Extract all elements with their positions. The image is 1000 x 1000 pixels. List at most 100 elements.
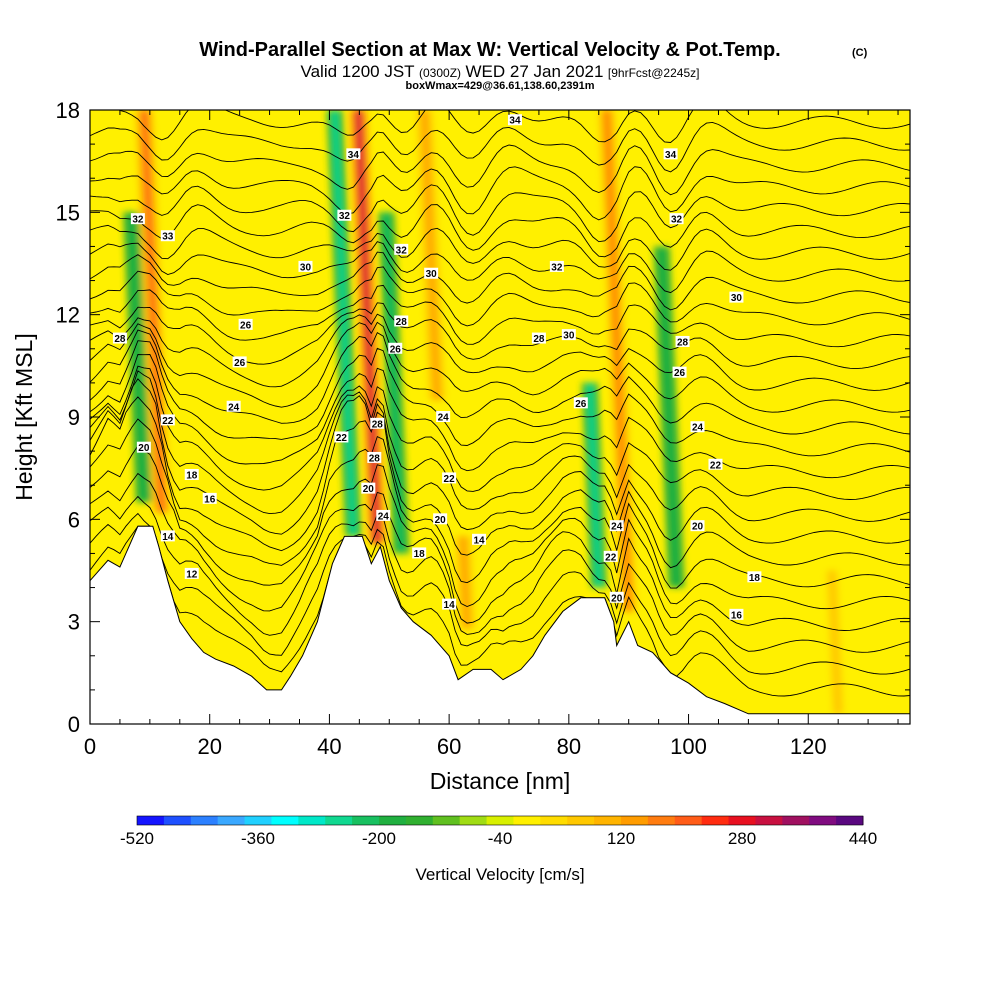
- contour-label-text: 30: [426, 269, 438, 280]
- contour-label-text: 30: [731, 293, 743, 304]
- contour-label-text: 20: [363, 484, 375, 495]
- contour-label-box: [729, 608, 744, 620]
- contour-label-text: 14: [162, 532, 174, 543]
- contour-label-box: [472, 533, 487, 545]
- contour-label-box: [669, 213, 684, 225]
- contour-label-box: [531, 332, 546, 344]
- updraft-band: [135, 110, 171, 513]
- contour-label-text: 14: [473, 535, 485, 546]
- chart-title: Wind-Parallel Section at Max W: Vertical…: [199, 39, 780, 61]
- contour-label-text: 22: [162, 416, 174, 427]
- contour-label: 14: [160, 530, 175, 543]
- contour-label-box: [675, 335, 690, 347]
- x-tick-label: 20: [197, 734, 221, 759]
- contour-label-text: 32: [132, 215, 144, 226]
- contour-label: 26: [238, 318, 253, 331]
- colorbar-swatch: [459, 816, 488, 825]
- contour-label-box: [226, 400, 241, 412]
- contour-label: 30: [729, 291, 744, 304]
- colorbar-tick-label: 440: [849, 829, 877, 848]
- colorbar-swatch: [567, 816, 595, 825]
- contour-label-text: 20: [435, 515, 447, 526]
- contour-label-text: 24: [378, 511, 390, 522]
- contour-label-text: 26: [240, 320, 252, 331]
- contour-label: 24: [376, 509, 391, 522]
- downdraft-band: [378, 212, 410, 554]
- contour-label: 34: [346, 148, 361, 161]
- contour-label-text: 24: [438, 413, 450, 424]
- contour-label-box: [442, 598, 457, 610]
- contour-label-box: [394, 243, 409, 255]
- contour-label: 24: [436, 411, 451, 424]
- theta-contour-line: [90, 354, 910, 479]
- contour-label-box: [573, 397, 588, 409]
- plot-area: 32 33 28 22 20 18 16 14 12 26 26 24 30 34 32 22 28 28 20 24…: [90, 110, 910, 724]
- velocity-band-strip: [830, 570, 840, 714]
- contour-label: 28: [367, 451, 382, 464]
- contour-label-box: [609, 591, 624, 603]
- velocity-band-strip: [142, 110, 164, 513]
- colorbar-swatch: [621, 816, 649, 825]
- velocity-band-strip: [128, 212, 147, 503]
- colorbar-swatch: [782, 816, 810, 825]
- contour-label-text: 32: [551, 262, 563, 273]
- contour-label: 30: [424, 267, 439, 280]
- contour-label-box: [160, 530, 175, 542]
- contour-label: 24: [609, 520, 624, 533]
- contour-label-text: 20: [692, 522, 704, 533]
- contour-label-box: [112, 332, 127, 344]
- velocity-band-strip: [587, 382, 602, 588]
- contour-label-box: [690, 421, 705, 433]
- contour-label-box: [337, 209, 352, 221]
- contour-label: 18: [184, 468, 199, 481]
- contour-label: 28: [531, 332, 546, 345]
- contour-label: 26: [573, 397, 588, 410]
- contour-label: 30: [298, 260, 313, 273]
- contour-label: 28: [370, 417, 385, 430]
- x-tick-label: 0: [84, 734, 96, 759]
- contour-label: 16: [202, 492, 217, 505]
- velocity-field-background: [90, 110, 910, 724]
- contour-label-text: 26: [234, 358, 246, 369]
- velocity-band-strip: [356, 110, 379, 544]
- x-tick-label: 100: [670, 734, 707, 759]
- contour-label-box: [346, 148, 361, 160]
- colorbar-swatch: [379, 816, 407, 825]
- colorbar-swatch: [647, 816, 676, 825]
- contour-label: 30: [561, 329, 576, 342]
- contour-label-text: 26: [674, 368, 686, 379]
- contour-label: 24: [226, 400, 241, 413]
- contour-label-box: [232, 356, 247, 368]
- theta-contour-line: [90, 166, 910, 221]
- contour-label-box: [184, 468, 199, 480]
- contour-label-text: 22: [336, 433, 348, 444]
- copyright-mark: (C): [852, 47, 868, 59]
- colorbar: -520 -360 -200 -40 120 280 440: [120, 815, 877, 848]
- contour-label-text: 26: [575, 399, 587, 410]
- contour-label-box: [394, 315, 409, 327]
- contour-label: 12: [184, 567, 199, 580]
- contour-label-text: 28: [396, 317, 408, 328]
- contour-label: 32: [549, 260, 564, 273]
- downdraft-band: [581, 382, 607, 588]
- contour-label: 20: [433, 513, 448, 526]
- y-tick-label: 6: [68, 507, 80, 532]
- contour-label-box: [136, 441, 151, 453]
- contour-label-text: 28: [369, 453, 381, 464]
- contour-label-text: 34: [665, 150, 677, 161]
- colorbar-tick-label: -360: [241, 829, 275, 848]
- colorbar-swatch: [432, 816, 461, 825]
- contour-label-text: 24: [228, 402, 240, 413]
- contour-label-text: 20: [138, 443, 150, 454]
- contour-label: 20: [361, 482, 376, 495]
- contour-label: 34: [507, 114, 522, 127]
- contour-label-text: 20: [611, 593, 623, 604]
- theta-contour-line: [90, 241, 910, 294]
- contour-label-box: [361, 482, 376, 494]
- contour-label-box: [130, 213, 145, 225]
- theta-contour-line: [90, 396, 910, 569]
- colorbar-tick-label: 280: [728, 829, 756, 848]
- contour-label: 28: [675, 335, 690, 348]
- contour-label-text: 14: [444, 600, 456, 611]
- contour-label: 22: [603, 550, 618, 563]
